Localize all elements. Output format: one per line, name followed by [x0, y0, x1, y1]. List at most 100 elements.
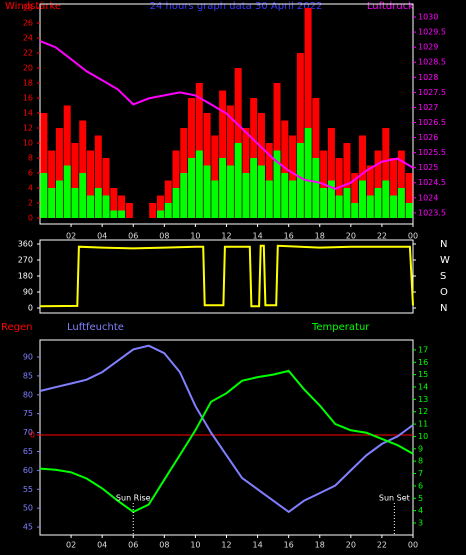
x-tick-label: 22: [377, 232, 387, 241]
wind-bar: [87, 150, 95, 218]
x-tick-label: 16: [284, 232, 294, 241]
wind-bar: [156, 210, 164, 218]
x-tick-label: 10: [190, 541, 200, 550]
series-line: [39, 244, 414, 308]
y-tick-label: 70: [23, 428, 33, 437]
y-tick-label: 24: [23, 34, 33, 43]
wind-bar: [40, 113, 48, 218]
wind-bar: [63, 105, 71, 218]
y-tick-label: 75: [23, 409, 33, 418]
wind-bar: [397, 150, 405, 218]
wind-bar: [358, 135, 366, 218]
y-tick-label: 65: [23, 447, 33, 456]
y2-tick-label: 1024: [418, 193, 438, 202]
wind-bar: [397, 188, 405, 218]
wind-bar: [110, 188, 118, 218]
y2-tick-label: W: [440, 255, 450, 266]
wind-bar: [110, 210, 118, 218]
x-tick-label: 22: [377, 541, 387, 550]
y-tick-label: 45: [23, 523, 33, 532]
y2-tick-label: N: [440, 239, 447, 250]
wind-bar: [118, 195, 126, 218]
wind-bar: [366, 195, 374, 218]
y2-tick-label: 11: [418, 420, 428, 429]
wind-bar: [374, 150, 382, 218]
wind-bar: [358, 180, 366, 218]
wind-bar: [156, 195, 164, 218]
wind-bar: [149, 203, 157, 218]
x-tick-label: 04: [97, 232, 107, 241]
y2-tick-label: 1027.5: [418, 88, 446, 97]
wind-bar: [102, 195, 110, 218]
y2-tick-label: 1023.5: [418, 208, 446, 217]
y2-tick-label: 1028: [418, 73, 438, 82]
wind-bar: [102, 158, 110, 218]
wind-bar: [265, 180, 273, 218]
wind-bar: [87, 195, 95, 218]
wind-bar: [40, 173, 48, 218]
wind-bar: [164, 180, 172, 218]
y-tick-label: 16: [23, 94, 33, 103]
wind-bar: [374, 188, 382, 218]
y-tick-label: 60: [23, 466, 33, 475]
y-tick-label: 2: [28, 199, 33, 208]
y-tick-label: 12: [23, 124, 33, 133]
wind-bar: [188, 158, 196, 218]
annotation: Sun Set: [379, 494, 410, 503]
x-tick-label: 00: [408, 232, 418, 241]
wind-bar: [63, 165, 71, 218]
y-tick-label: 50: [23, 504, 33, 513]
wind-bar: [172, 150, 180, 218]
wind-bar: [71, 143, 79, 218]
y2-tick-label: S: [440, 271, 446, 282]
wind-bar: [320, 188, 328, 218]
x-tick-label: 08: [159, 541, 169, 550]
wind-bar: [296, 53, 304, 218]
y2-tick-label: 1029: [418, 43, 438, 52]
wind-bar: [226, 105, 234, 218]
x-tick-label: 12: [221, 232, 231, 241]
y2-tick-label: N: [440, 303, 447, 314]
wind-bar: [55, 180, 63, 218]
wind-bar: [327, 180, 335, 218]
wind-bar: [289, 135, 297, 218]
x-tick-label: 10: [190, 232, 200, 241]
wind-bar: [382, 180, 390, 218]
wind-bar: [250, 158, 258, 218]
y2-tick-label: 17: [418, 345, 428, 354]
wind-bar: [195, 150, 203, 218]
y-tick-label: 270: [18, 256, 33, 265]
wind-label: Windstärke: [5, 1, 61, 12]
wind-bar: [312, 158, 320, 218]
wind-bar: [304, 8, 312, 218]
y-tick-label: 14: [23, 109, 33, 118]
wind-bar: [79, 120, 87, 218]
y2-tick-label: 8: [418, 457, 423, 466]
y2-tick-label: 14: [418, 382, 428, 391]
y-tick-label: 26: [23, 19, 33, 28]
y-tick-label: 18: [23, 79, 33, 88]
humidity-label: Luftfeuchte: [67, 322, 124, 333]
wind-bar: [405, 203, 413, 218]
wind-bar: [343, 188, 351, 218]
x-tick-label: 06: [128, 232, 138, 241]
x-tick-label: 12: [221, 541, 231, 550]
wind-bar: [366, 165, 374, 218]
y2-tick-label: 1029.5: [418, 28, 446, 37]
wind-bar: [335, 195, 343, 218]
wind-bar: [203, 165, 211, 218]
x-tick-label: 02: [66, 541, 76, 550]
y-tick-label: 8: [28, 154, 33, 163]
y-tick-label: 20: [23, 64, 33, 73]
x-tick-label: 06: [128, 541, 138, 550]
chart-title: 24 hours graph data 30 April 2022: [150, 1, 323, 12]
wind-bar: [79, 173, 87, 218]
y-tick-label: 90: [23, 288, 33, 297]
y2-tick-label: 1026.5: [418, 118, 446, 127]
y2-tick-label: 7: [418, 469, 423, 478]
y-tick-label: 28: [23, 4, 33, 13]
y-tick-label: 85: [23, 371, 33, 380]
wind-bar: [296, 143, 304, 218]
y2-tick-label: 1025.5: [418, 148, 446, 157]
